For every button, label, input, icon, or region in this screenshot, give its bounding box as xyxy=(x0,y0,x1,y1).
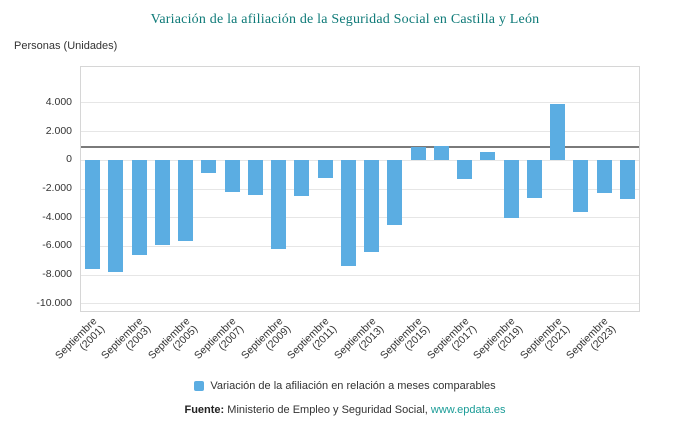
bar-septiembre-2010[interactable] xyxy=(294,160,310,197)
bar-septiembre-2012[interactable] xyxy=(340,160,356,267)
bar-septiembre-2015[interactable] xyxy=(410,147,426,161)
legend-label: Variación de la afiliación en relación a… xyxy=(210,380,496,392)
bar-septiembre-2008[interactable] xyxy=(247,160,263,195)
x-tick-label-text: Septiembre (2005) xyxy=(145,315,201,362)
bar-septiembre-2022[interactable] xyxy=(573,160,589,212)
y-tick-label: -4.000 xyxy=(42,210,72,223)
gridline xyxy=(81,274,639,276)
y-tick-label: 0 xyxy=(66,153,72,166)
bar-septiembre-2021[interactable] xyxy=(550,104,566,161)
bar-septiembre-2001[interactable] xyxy=(85,160,101,270)
y-tick-label: 4.000 xyxy=(45,95,72,108)
gridline xyxy=(81,245,639,247)
bar-septiembre-2024[interactable] xyxy=(619,160,635,200)
chart-title: Variación de la afiliación de la Segurid… xyxy=(150,12,540,27)
bar-septiembre-2017[interactable] xyxy=(457,160,473,179)
gridline xyxy=(81,303,639,305)
x-tick-label-text: Septiembre (2011) xyxy=(285,315,340,362)
y-tick-label: -6.000 xyxy=(42,239,72,252)
bar-septiembre-2007[interactable] xyxy=(224,160,240,192)
gridline xyxy=(81,131,639,133)
gridline xyxy=(81,217,639,219)
x-tick-label-text: Septiembre (2007) xyxy=(192,315,247,362)
bar-septiembre-2004[interactable] xyxy=(154,160,170,245)
source-text: Ministerio de Empleo y Seguridad Social, xyxy=(224,404,431,416)
bar-septiembre-2014[interactable] xyxy=(387,160,403,225)
bar-septiembre-2002[interactable] xyxy=(108,160,124,273)
gridline xyxy=(81,188,639,190)
plot-area xyxy=(80,66,640,312)
bar-septiembre-2009[interactable] xyxy=(271,160,287,250)
x-tick-label-text: Septiembre (2013) xyxy=(331,315,387,362)
legend-marker-icon xyxy=(194,381,205,391)
x-tick-label-text: Septiembre (2023) xyxy=(564,315,619,362)
bar-septiembre-2003[interactable] xyxy=(131,160,147,255)
bar-septiembre-2013[interactable] xyxy=(364,160,380,253)
bar-septiembre-2023[interactable] xyxy=(596,160,612,194)
gridline xyxy=(81,159,639,161)
y-tick-label: 2.000 xyxy=(45,124,72,137)
source-label: Fuente: xyxy=(184,404,225,416)
x-tick-label-text: Septiembre (2009) xyxy=(238,315,294,362)
x-tick-label-text: Septiembre (2017) xyxy=(424,315,480,362)
y-axis-title: Personas (Unidades) xyxy=(14,40,118,52)
x-tick-label-text: Septiembre (2003) xyxy=(99,315,154,362)
x-tick-label-text: Septiembre (2021) xyxy=(517,315,573,362)
legend-item[interactable]: Variación de la afiliación en relación a… xyxy=(0,380,690,392)
y-tick-label: -8.000 xyxy=(42,268,72,281)
y-tick-label: -10.000 xyxy=(36,296,72,309)
gridline xyxy=(81,102,639,104)
bar-septiembre-2005[interactable] xyxy=(178,160,194,241)
source-footer: Fuente: Ministerio de Empleo y Seguridad… xyxy=(0,404,690,416)
reference-line xyxy=(81,146,639,149)
bar-septiembre-2006[interactable] xyxy=(201,160,217,174)
x-tick-label-text: Septiembre (2015) xyxy=(378,315,433,362)
x-tick-label-text: Septiembre (2019) xyxy=(471,315,526,362)
x-tick-label-text: Septiembre (2001) xyxy=(52,315,108,362)
bar-septiembre-2018[interactable] xyxy=(480,151,496,161)
bar-septiembre-2020[interactable] xyxy=(526,160,542,198)
bar-septiembre-2016[interactable] xyxy=(433,145,449,161)
y-tick-label: -2.000 xyxy=(42,182,72,194)
bar-septiembre-2011[interactable] xyxy=(317,160,333,178)
bar-septiembre-2019[interactable] xyxy=(503,160,519,218)
epdata-link[interactable]: www.epdata.es xyxy=(430,404,506,416)
